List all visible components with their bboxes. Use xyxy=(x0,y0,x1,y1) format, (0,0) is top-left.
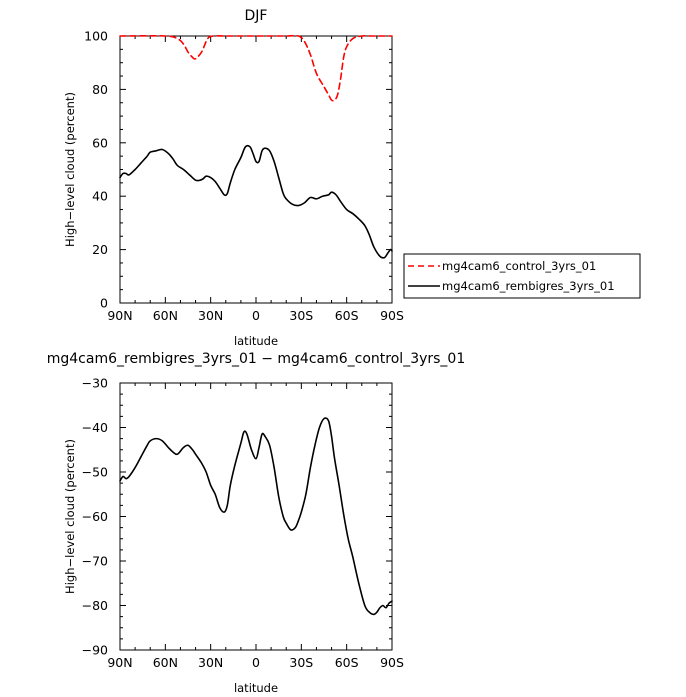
y-tick-label: −60 xyxy=(82,509,108,524)
y-axis-label: High−level cloud (percent) xyxy=(63,439,77,594)
x-axis-label: latitude xyxy=(234,681,278,695)
x-tick-label: 90S xyxy=(380,655,404,670)
y-axis-label: High−level cloud (percent) xyxy=(63,92,77,247)
y-tick-label: −30 xyxy=(82,376,108,391)
x-tick-label: 30S xyxy=(289,655,313,670)
chart-title: DJF xyxy=(245,8,268,24)
legend-entry-0: mg4cam6_control_3yrs_01 xyxy=(442,259,596,273)
x-tick-label: 90S xyxy=(380,308,404,323)
x-tick-label: 30S xyxy=(289,308,313,323)
y-tick-label: 100 xyxy=(84,29,108,44)
x-tick-label: 0 xyxy=(252,308,260,323)
y-tick-label: −90 xyxy=(82,643,108,658)
y-tick-label: 80 xyxy=(92,82,108,97)
y-tick-label: 20 xyxy=(92,242,108,257)
x-tick-label: 0 xyxy=(252,655,260,670)
chart-title: mg4cam6_rembigres_3yrs_01 − mg4cam6_cont… xyxy=(47,351,466,367)
y-tick-label: −40 xyxy=(82,420,108,435)
plot-frame xyxy=(119,382,393,651)
x-tick-label: 30N xyxy=(198,308,223,323)
top-chart: DJF 90N 60N 30N 0 30S 60S 90S 0 20 40 60 80 100 latitu… xyxy=(63,8,404,348)
x-tick-label: 60S xyxy=(335,308,359,323)
x-tick-label: 30N xyxy=(198,655,223,670)
y-tick-label: −80 xyxy=(82,598,108,613)
x-tick-label: 60S xyxy=(335,655,359,670)
legend-box xyxy=(403,253,641,299)
y-tick-label: 40 xyxy=(92,189,108,204)
plot-frame xyxy=(119,35,393,304)
y-tick-label: 60 xyxy=(92,135,108,150)
series-line-1 xyxy=(119,144,393,259)
x-axis-label: latitude xyxy=(234,334,278,348)
x-tick-label: 60N xyxy=(153,308,178,323)
x-tick-label: 60N xyxy=(153,655,178,670)
x-tick-label: 90N xyxy=(107,655,132,670)
y-tick-label: −70 xyxy=(82,554,108,569)
bottom-chart: mg4cam6_rembigres_3yrs_01 − mg4cam6_cont… xyxy=(47,351,466,695)
legend: mg4cam6_control_3yrs_01 mg4cam6_rembigres… xyxy=(403,253,641,299)
y-tick-label: −50 xyxy=(82,465,108,480)
x-tick-label: 90N xyxy=(107,308,132,323)
legend-entry-1: mg4cam6_rembigres_3yrs_01 xyxy=(442,279,615,293)
series-line-0 xyxy=(119,34,393,102)
series-line-0 xyxy=(119,417,393,616)
y-tick-label: 0 xyxy=(100,296,108,311)
